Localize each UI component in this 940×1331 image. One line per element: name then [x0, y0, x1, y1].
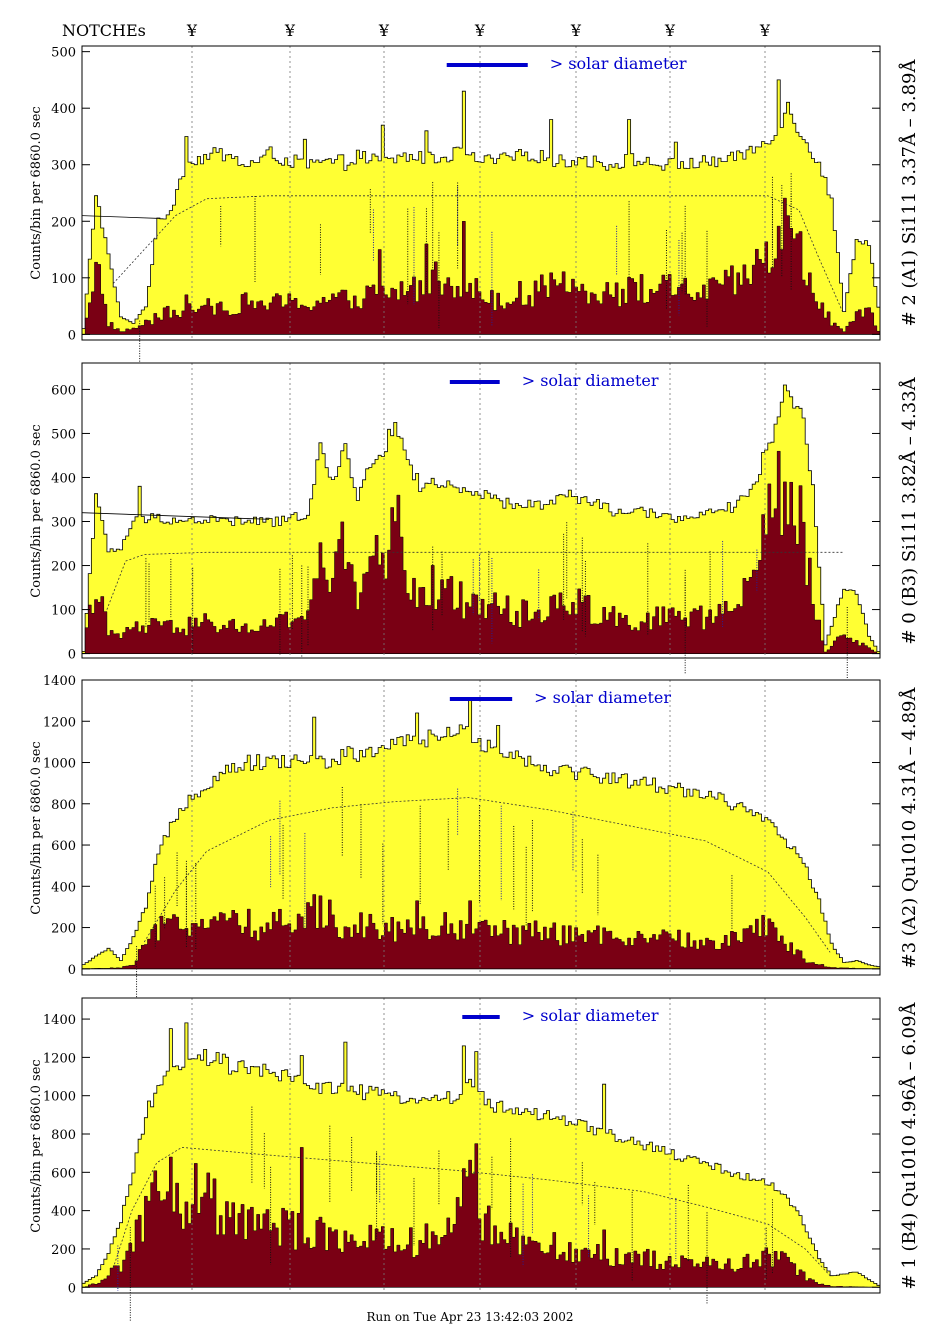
- background-fit-line: [81, 215, 160, 219]
- y-tick-label: 1200: [43, 1051, 76, 1066]
- y-tick-label: 300: [51, 159, 76, 174]
- model-curve: [143, 797, 831, 953]
- low-counts-histogram: [81, 894, 881, 970]
- y-tick-label: 200: [51, 922, 76, 937]
- plot-frame: [81, 997, 881, 1294]
- notch-symbol: ¥: [284, 21, 296, 40]
- y-axis-label: Counts/bin per 6860.0 sec: [29, 424, 44, 597]
- low-counts-histogram: [81, 450, 881, 654]
- solar-diameter-annotation: > solar diameter: [534, 688, 671, 707]
- notch-symbol: ¥: [378, 21, 390, 40]
- y-tick-label: 300: [51, 516, 76, 531]
- y-tick-label: 1000: [43, 757, 76, 772]
- solar-diameter-annotation: > solar diameter: [522, 1006, 659, 1025]
- y-tick-label: 0: [68, 328, 76, 343]
- total-counts-histogram: [81, 698, 881, 970]
- y-tick-label: 100: [51, 604, 76, 619]
- notches-header: NOTCHEs ¥ ¥ ¥ ¥ ¥ ¥ ¥: [62, 21, 771, 40]
- y-tick-label: 0: [68, 963, 76, 978]
- plot-frame: [81, 45, 881, 341]
- y-tick-label: 0: [68, 1281, 76, 1296]
- y-tick-label: 0: [68, 648, 76, 663]
- total-counts-histogram: [81, 384, 881, 654]
- y-tick-label: 600: [51, 1166, 76, 1181]
- solar-diameter-annotation: > solar diameter: [550, 54, 687, 73]
- plot-frame: [81, 679, 881, 976]
- low-counts-histogram: [81, 1143, 881, 1288]
- plot-frame: [81, 362, 881, 659]
- solar-diameter-annotation: > solar diameter: [522, 371, 659, 390]
- y-tick-label: 200: [51, 1243, 76, 1258]
- notches-label: NOTCHEs: [62, 21, 146, 40]
- panel-label: #3 (A2) Qu1010 4.31Å – 4.89Å: [898, 687, 920, 969]
- spectrum-panel-1: 0 100 200 300 400 500 600 Counts/bin per 6860.0…: [29, 362, 920, 700]
- notch-symbol: ¥: [186, 21, 198, 40]
- total-counts-histogram: [81, 79, 881, 335]
- spectrum-panel-3: 0 200 400 600 800 1000 1200 1400 Counts/bin per …: [29, 997, 920, 1322]
- y-tick-label: 1400: [43, 1013, 76, 1028]
- notch-symbol: ¥: [664, 21, 676, 40]
- y-tick-label: 400: [51, 102, 76, 117]
- y-tick-label: 1400: [43, 674, 76, 689]
- y-axis-label: Counts/bin per 6860.0 sec: [29, 1059, 44, 1232]
- y-tick-label: 200: [51, 215, 76, 230]
- y-tick-label: 400: [51, 1205, 76, 1220]
- y-tick-label: 500: [51, 427, 76, 442]
- model-curve: [112, 195, 843, 312]
- y-tick-label: 100: [51, 272, 76, 287]
- y-tick-label: 400: [51, 880, 76, 895]
- y-tick-label: 600: [51, 383, 76, 398]
- panel-label: # 1 (B4) Qu1010 4.96Å – 6.09Å: [898, 1002, 920, 1290]
- y-tick-label: 1200: [43, 715, 76, 730]
- y-axis-label: Counts/bin per 6860.0 sec: [29, 741, 44, 914]
- y-tick-label: 800: [51, 1128, 76, 1143]
- panel-label: # 2 (A1) Si111 3.37Å – 3.89Å: [898, 59, 920, 327]
- y-tick-label: 800: [51, 798, 76, 813]
- panel-label: # 0 (B3) Si111 3.82Å – 4.33Å: [898, 376, 920, 644]
- y-tick-label: 200: [51, 560, 76, 575]
- run-timestamp: Run on Tue Apr 23 13:42:03 2002: [366, 1310, 574, 1324]
- notch-symbol: ¥: [570, 21, 582, 40]
- y-tick-label: 500: [51, 46, 76, 61]
- y-tick-label: 400: [51, 471, 76, 486]
- y-tick-label: 600: [51, 839, 76, 854]
- y-axis-label: Counts/bin per 6860.0 sec: [29, 106, 44, 279]
- spectrum-panel-2: 0 200 400 600 800 1000 1200 1400 Counts/bin per …: [29, 674, 920, 1036]
- background-fit-line: [81, 512, 270, 520]
- notch-symbol: ¥: [759, 21, 771, 40]
- spectrum-panel-0: 0 100 200 300 400 500 Counts/bin per 6860.0 se…: [29, 45, 920, 367]
- low-counts-histogram: [81, 197, 881, 335]
- notch-symbol: ¥: [474, 21, 486, 40]
- y-tick-label: 1000: [43, 1090, 76, 1105]
- model-curve: [112, 1146, 831, 1277]
